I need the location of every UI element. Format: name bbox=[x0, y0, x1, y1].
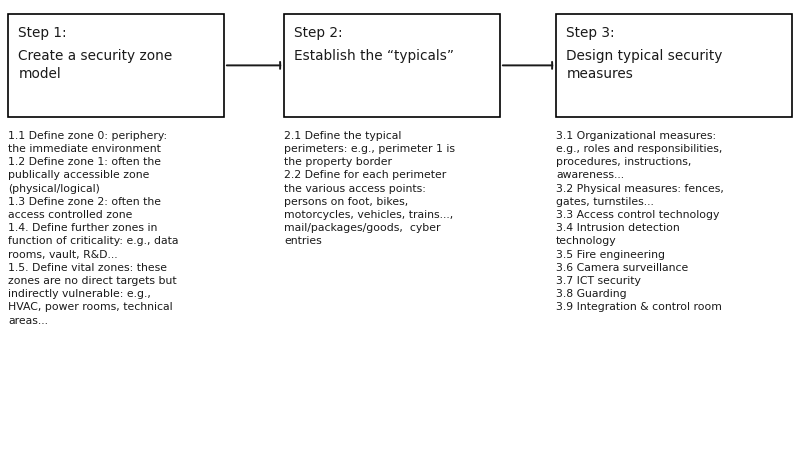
Text: 2.1 Define the typical
perimeters: e.g., perimeter 1 is
the property border
2.2 : 2.1 Define the typical perimeters: e.g.,… bbox=[284, 131, 455, 247]
FancyBboxPatch shape bbox=[8, 14, 224, 117]
Text: Create a security zone
model: Create a security zone model bbox=[18, 49, 173, 81]
Text: Step 3:: Step 3: bbox=[566, 26, 615, 40]
Text: Design typical security
measures: Design typical security measures bbox=[566, 49, 722, 81]
FancyBboxPatch shape bbox=[284, 14, 500, 117]
Text: 1.1 Define zone 0: periphery:
the immediate environment
1.2 Define zone 1: often: 1.1 Define zone 0: periphery: the immedi… bbox=[8, 131, 178, 325]
Text: Step 2:: Step 2: bbox=[294, 26, 343, 40]
Text: 3.1 Organizational measures:
e.g., roles and responsibilities,
procedures, instr: 3.1 Organizational measures: e.g., roles… bbox=[556, 131, 724, 312]
Text: Step 1:: Step 1: bbox=[18, 26, 67, 40]
Text: Establish the “typicals”: Establish the “typicals” bbox=[294, 49, 454, 63]
FancyBboxPatch shape bbox=[556, 14, 792, 117]
